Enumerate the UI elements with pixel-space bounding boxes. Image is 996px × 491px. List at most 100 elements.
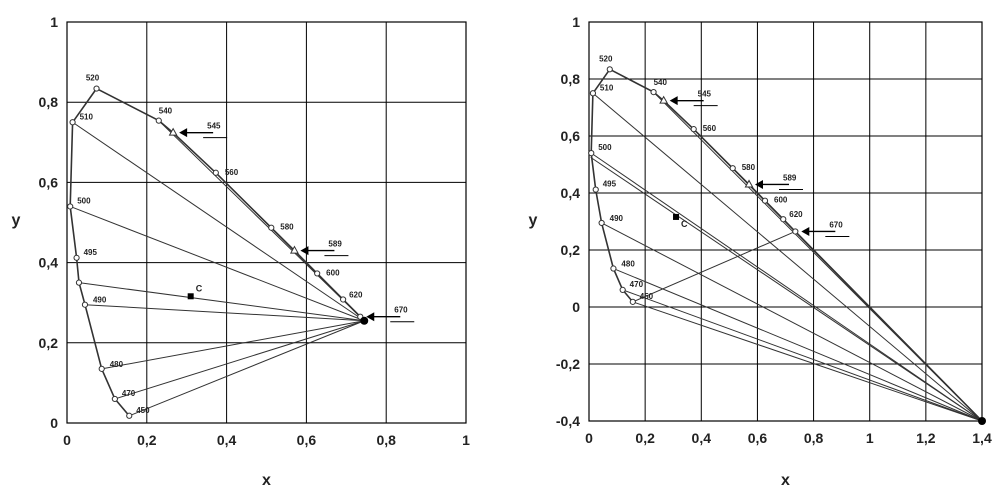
arrow-head <box>366 312 375 322</box>
y-tick-label: 1 <box>50 14 58 30</box>
wavelength-label: 560 <box>703 124 717 133</box>
wavelength-label: 600 <box>774 196 788 205</box>
reference-point-c <box>187 293 194 300</box>
locus-marker <box>729 165 736 172</box>
ray-line <box>129 320 365 417</box>
locus-marker <box>589 90 597 97</box>
x-tick-label: 0,6 <box>748 430 768 446</box>
wavelength-label: 540 <box>159 107 173 116</box>
triangle-marker <box>659 95 669 104</box>
arrow-head <box>801 226 810 236</box>
locus-marker <box>75 279 83 286</box>
segment-line <box>590 156 983 422</box>
locus-marker <box>340 296 347 303</box>
ray-line <box>101 320 365 370</box>
wavelength-label: 480 <box>110 360 124 369</box>
reference-point-label: C <box>681 219 688 229</box>
locus-marker <box>690 126 697 133</box>
x-axis-title: x <box>262 472 271 489</box>
y-tick-label: 0 <box>572 299 580 315</box>
spectral-locus-curve <box>590 68 796 303</box>
x-tick-label: 1 <box>462 432 470 448</box>
wavelength-label: 510 <box>600 83 614 92</box>
locus-marker <box>619 286 626 293</box>
locus-marker <box>67 203 74 210</box>
arrow-label: 589 <box>328 240 342 249</box>
locus-marker <box>268 224 275 231</box>
y-tick-label: 0,2 <box>561 242 581 258</box>
x-tick-label: 1 <box>866 430 874 446</box>
wavelength-label: 495 <box>603 180 617 189</box>
x-tick-label: 1,4 <box>972 430 992 446</box>
wavelength-label: 580 <box>280 223 294 232</box>
ray-line <box>84 304 365 322</box>
x-tick-label: 1,2 <box>916 430 936 446</box>
arrow-head <box>300 246 309 256</box>
ray-line <box>72 121 365 322</box>
wavelength-label: 620 <box>789 210 803 219</box>
segment-line <box>632 231 796 303</box>
wavelength-label: 450 <box>640 292 654 301</box>
locus-marker <box>606 66 613 73</box>
locus-marker <box>155 117 162 124</box>
arrow-label: 589 <box>783 173 797 182</box>
x-tick-label: 0,4 <box>692 430 712 446</box>
triangle-marker <box>744 179 754 188</box>
triangle-marker <box>168 127 178 136</box>
wavelength-label: 560 <box>225 168 239 177</box>
plot-frame <box>66 21 467 424</box>
wavelength-label: 500 <box>598 143 612 152</box>
y-tick-label: 0,6 <box>39 174 59 190</box>
locus-marker <box>588 150 595 157</box>
y-axis-title: y <box>12 212 21 229</box>
y-tick-label: 0,8 <box>561 71 581 87</box>
wavelength-label: 520 <box>86 74 100 83</box>
ray-line <box>601 222 983 422</box>
y-tick-label: 1 <box>572 14 580 30</box>
wavelength-label: 620 <box>349 290 363 299</box>
y-tick-label: -0,4 <box>556 413 580 429</box>
locus-end-segment <box>794 230 983 422</box>
locus-marker <box>314 270 321 277</box>
x-axis-title: x <box>781 472 790 489</box>
wavelength-label: 540 <box>654 78 668 87</box>
plot-frame <box>588 21 983 422</box>
y-axis-title: y <box>529 212 538 229</box>
locus-marker <box>98 365 105 372</box>
ray-line <box>632 301 983 422</box>
x-tick-label: 0,2 <box>137 432 157 448</box>
wavelength-label: 450 <box>136 406 150 415</box>
right-chart-panel: 0 0,2 0,4 0,6 0,8 1 1,2 1,4 -0,4 -0,2 0 0,2 0,4 0,6 0,… <box>529 14 992 489</box>
ray-line <box>592 92 983 422</box>
x-tick-label: 0 <box>585 430 593 446</box>
wavelength-label: 480 <box>621 260 635 269</box>
wavelength-label: 600 <box>326 268 340 277</box>
arrow-label: 670 <box>829 220 843 229</box>
locus-marker <box>598 219 605 227</box>
wavelength-label: 470 <box>630 280 644 289</box>
ray-line <box>590 152 983 422</box>
ray-line <box>114 320 365 400</box>
arrow-label: 545 <box>698 90 712 99</box>
y-tick-label: -0,2 <box>556 356 580 372</box>
y-tick-label: 0,8 <box>39 94 59 110</box>
x-tick-label: 0,8 <box>804 430 824 446</box>
ray-line <box>78 282 365 322</box>
triangle-marker <box>289 245 299 254</box>
wavelength-label: 470 <box>122 389 136 398</box>
ray-line <box>622 289 983 422</box>
y-tick-label: 0 <box>50 415 58 431</box>
wavelength-label: 500 <box>77 196 91 205</box>
locus-marker <box>592 186 599 193</box>
wavelength-label: 490 <box>610 214 624 223</box>
arrow-label: 545 <box>207 122 221 131</box>
locus-marker <box>629 298 636 305</box>
x-tick-label: 0,8 <box>376 432 396 448</box>
locus-marker <box>780 216 787 223</box>
ray-line <box>70 205 365 322</box>
reference-point-label: C <box>196 283 203 293</box>
x-tick-label: 0 <box>63 432 71 448</box>
convergence-point <box>978 417 986 425</box>
locus-marker <box>792 228 799 235</box>
